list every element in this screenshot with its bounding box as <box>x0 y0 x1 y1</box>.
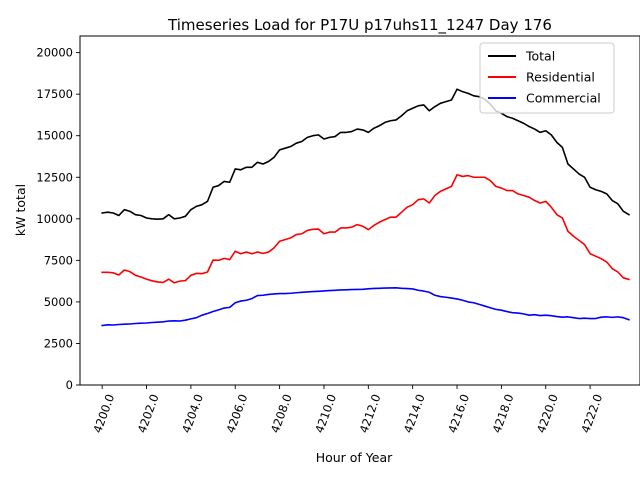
legend-label-total: Total <box>525 49 555 64</box>
y-ticks: 0 2500 5000 7500 10000 12500 15000 17500 20000 <box>36 46 80 392</box>
y-tick-label: 7500 <box>44 253 73 267</box>
plot-area <box>79 35 640 386</box>
y-tick-label: 17500 <box>36 87 73 101</box>
legend-label-commercial: Commercial <box>526 91 601 106</box>
x-axis-label: Hour of Year <box>316 450 393 465</box>
series-line-residential <box>101 173 630 284</box>
series-line-commercial <box>101 286 630 327</box>
chart-title: Timeseries Load for P17U p17uhs11_1247 D… <box>167 16 552 35</box>
legend: Total Residential Commercial <box>479 42 615 114</box>
legend-frame <box>479 42 615 114</box>
y-tick-label: 20000 <box>36 46 73 60</box>
series-group <box>101 88 631 327</box>
y-tick-label: 15000 <box>36 129 73 143</box>
y-axis-label: kW total <box>13 184 28 236</box>
series-line-total <box>101 88 631 220</box>
y-tick-label: 5000 <box>44 295 73 309</box>
legend-label-residential: Residential <box>526 70 595 85</box>
plot-frame <box>79 35 640 386</box>
y-tick-label: 12500 <box>36 170 73 184</box>
y-tick-label: 2500 <box>44 336 73 350</box>
y-tick-label: 0 <box>66 378 73 392</box>
y-tick-label: 10000 <box>36 212 73 226</box>
legend-items: Total Residential Commercial <box>488 49 601 106</box>
